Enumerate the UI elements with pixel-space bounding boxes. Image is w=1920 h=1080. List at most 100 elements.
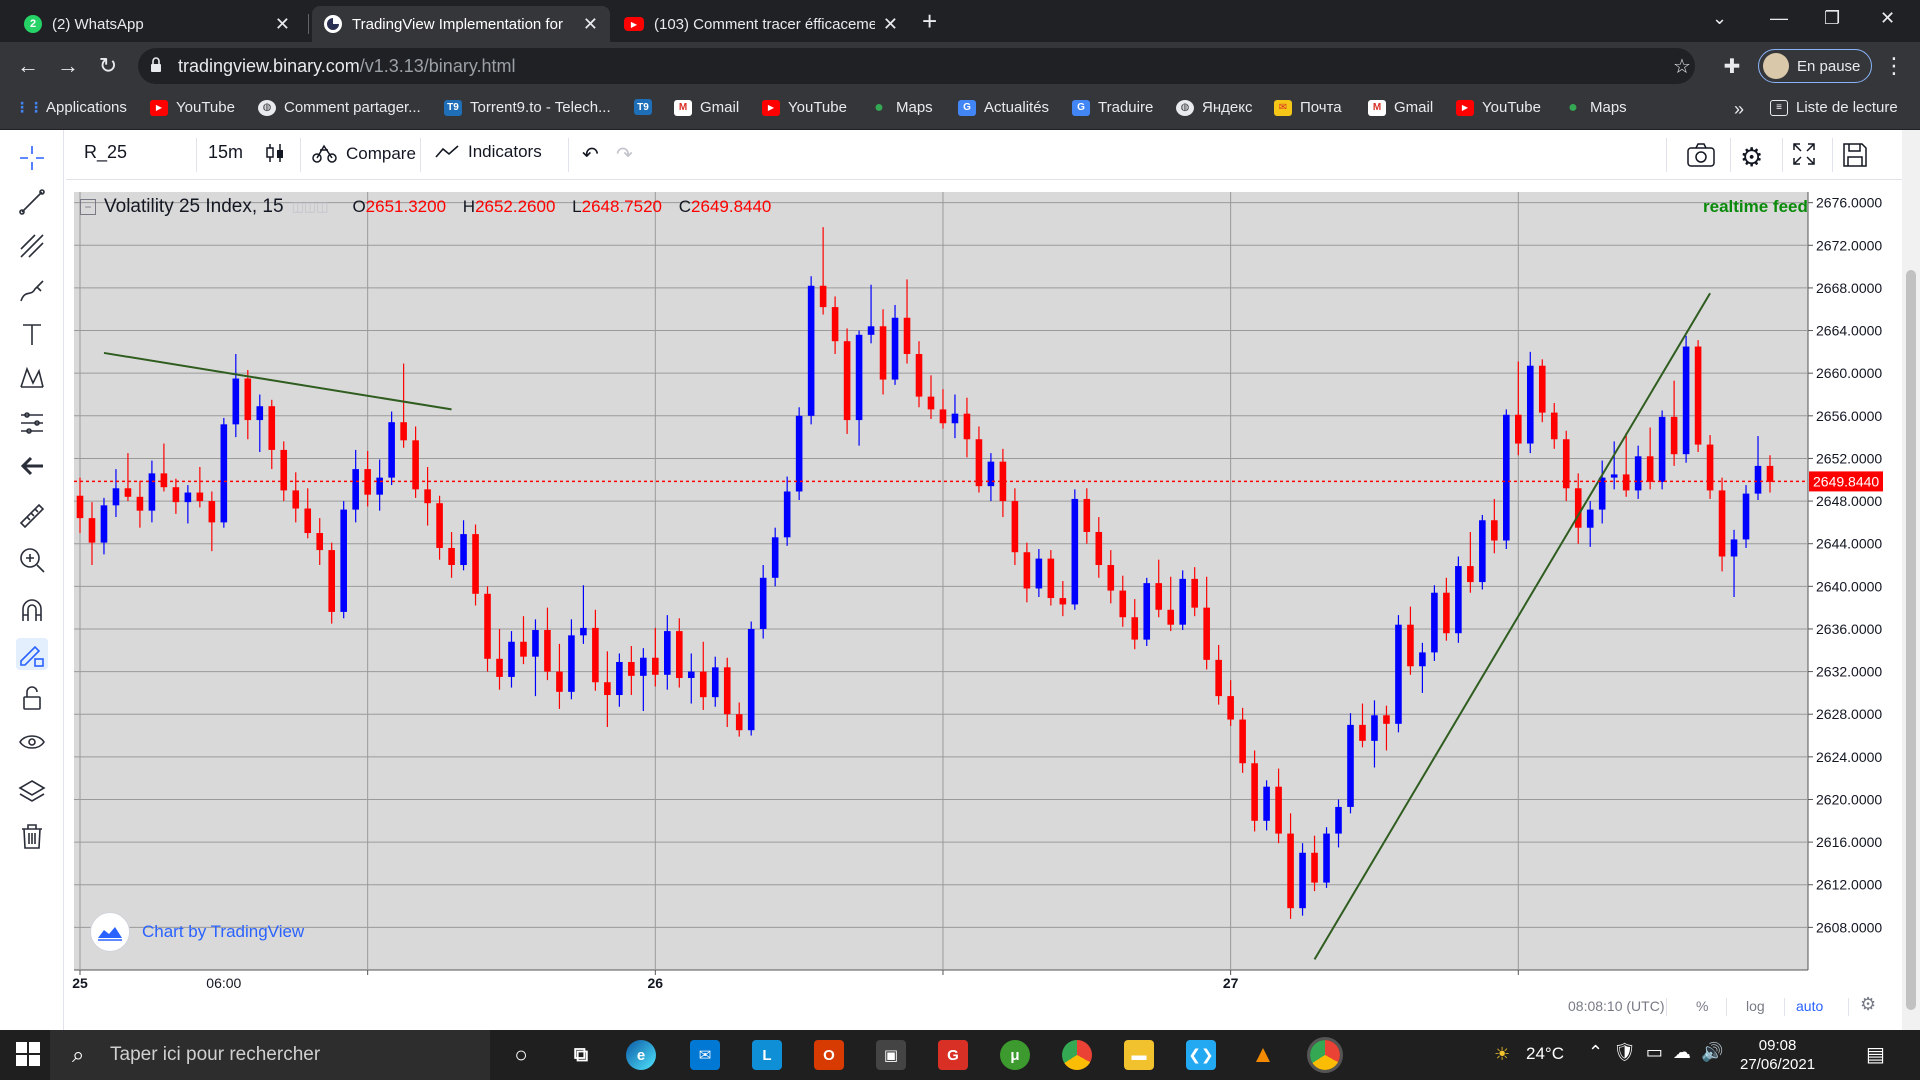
fib-tool-icon[interactable] <box>16 230 48 262</box>
candle-body <box>831 307 839 342</box>
weather-icon[interactable]: ☀ <box>1494 1044 1511 1064</box>
bookmark-traduire[interactable]: G Traduire <box>1072 99 1153 116</box>
ruler-icon[interactable] <box>16 500 48 532</box>
magnet-icon[interactable] <box>16 594 48 626</box>
last-price-badge <box>1809 471 1883 492</box>
vscode-icon[interactable]: ❮❯ <box>1186 1040 1216 1070</box>
bookmarks-overflow-button[interactable]: » <box>1734 99 1745 119</box>
bookmark-youtube-3[interactable]: ▶ YouTube <box>1456 99 1541 116</box>
settings-gear-icon[interactable]: ⚙ <box>1740 142 1764 172</box>
back-arrow-icon[interactable] <box>16 450 48 482</box>
utorrent-icon[interactable]: μ <box>1000 1040 1030 1070</box>
scale-settings-icon[interactable]: ⚙ <box>1860 994 1877 1014</box>
bookmark-actualites[interactable]: G Actualités <box>958 99 1049 116</box>
log-scale-button[interactable]: log <box>1746 998 1765 1014</box>
bookmark-star-icon[interactable]: ☆ <box>1673 55 1691 78</box>
symbol-input[interactable]: R_25 <box>84 142 128 162</box>
extensions-icon[interactable]: ✚ <box>1723 55 1741 78</box>
back-button[interactable]: ← <box>17 53 39 78</box>
notifications-icon[interactable]: ▤ <box>1866 1044 1885 1066</box>
chrome-menu-icon[interactable]: ⋮ <box>1883 53 1905 78</box>
trendline-tool-icon[interactable] <box>16 186 48 218</box>
fullscreen-icon[interactable] <box>1792 142 1816 166</box>
tab-tradingview[interactable]: TradingView Implementation for ✕ <box>312 6 610 42</box>
zoom-in-icon[interactable] <box>16 544 48 576</box>
bookmark-yandex[interactable]: ◍ Яндекс <box>1176 99 1252 116</box>
lock-icon[interactable] <box>150 57 162 73</box>
percent-scale-button[interactable]: % <box>1696 998 1709 1014</box>
forward-button[interactable]: → <box>57 53 79 78</box>
eye-icon[interactable] <box>16 726 48 758</box>
candlestick-chart[interactable]: 2676.0000 2672.0000 2668.0000 2664.0000 2660… <box>66 180 1902 1030</box>
bookmark-youtube-2[interactable]: ▶ YouTube <box>762 99 847 116</box>
auto-scale-button[interactable]: auto <box>1796 998 1824 1014</box>
bookmark-gmail-2[interactable]: M Gmail <box>1368 99 1433 116</box>
bookmark-pochta[interactable]: ✉ Почта <box>1274 99 1342 116</box>
task-view-icon[interactable]: ⧉ <box>573 1043 589 1066</box>
close-tab-icon[interactable]: ✕ <box>274 13 290 34</box>
legend-settings-icon[interactable]: ◫◫◫ <box>291 199 329 214</box>
brush-tool-icon[interactable] <box>16 274 48 306</box>
store-icon[interactable]: ▣ <box>876 1040 906 1070</box>
camera-icon[interactable] <box>1686 142 1716 168</box>
office-icon[interactable]: O <box>814 1040 844 1070</box>
chrome-active-icon[interactable] <box>1307 1037 1343 1073</box>
taskbar-clock[interactable]: 09:08 27/06/2021 <box>1740 1037 1816 1073</box>
reload-button[interactable]: ↻ <box>98 53 118 78</box>
pattern-tool-icon[interactable] <box>16 362 48 394</box>
reading-list-button[interactable]: ≡ Liste de lecture <box>1770 99 1898 116</box>
bookmark-torrent9-2[interactable]: T9 <box>634 99 660 115</box>
gmail-taskbar-icon[interactable]: G <box>938 1040 968 1070</box>
file-explorer-icon[interactable]: ▬ <box>1124 1040 1154 1070</box>
profile-button[interactable]: En pause <box>1758 49 1872 83</box>
chrome-icon[interactable] <box>1062 1040 1092 1070</box>
close-window-button[interactable]: ✕ <box>1880 8 1896 28</box>
tradingview-watermark[interactable]: Chart by TradingView <box>90 912 304 952</box>
candle-body <box>939 409 947 424</box>
scrollbar-thumb[interactable] <box>1906 270 1916 1010</box>
stay-in-drawing-mode-icon[interactable] <box>16 638 48 670</box>
bookmark-applications[interactable]: ⋮⋮ Applications <box>15 99 127 116</box>
system-tray-icons[interactable]: ⌃🛡▭☁🔊 <box>1588 1042 1734 1062</box>
cortana-icon[interactable]: ○ <box>514 1042 528 1067</box>
undo-icon[interactable]: ↶ <box>582 144 599 166</box>
windows-start-icon[interactable] <box>16 1042 40 1071</box>
chart-style-button[interactable] <box>264 142 286 164</box>
crosshair-icon[interactable] <box>16 142 48 174</box>
collapse-legend-icon[interactable]: − <box>80 199 96 215</box>
text-tool-icon[interactable] <box>16 318 48 350</box>
new-tab-button[interactable]: + <box>922 6 938 36</box>
tab-youtube[interactable]: ▶ (103) Comment tracer éfficaceme ✕ <box>612 6 910 42</box>
save-icon[interactable] <box>1842 142 1868 168</box>
interval-button[interactable]: 15m <box>208 142 244 162</box>
tab-search-icon[interactable]: ⌄ <box>1712 8 1728 28</box>
compare-button[interactable]: Compare <box>310 142 416 166</box>
minimize-button[interactable]: — <box>1770 8 1788 28</box>
bookmark-comment-partager[interactable]: ◍ Comment partager... <box>258 99 421 116</box>
trash-icon[interactable] <box>16 820 48 852</box>
redo-icon[interactable]: ↷ <box>616 144 633 166</box>
close-tab-icon[interactable]: ✕ <box>582 13 598 34</box>
bookmark-gmail[interactable]: M Gmail <box>674 99 739 116</box>
weather-temp[interactable]: 24°C <box>1526 1044 1564 1063</box>
maximize-button[interactable]: ❐ <box>1824 8 1841 28</box>
layers-icon[interactable] <box>16 776 48 808</box>
bookmark-youtube[interactable]: ▶ YouTube <box>150 99 235 116</box>
bookmark-torrent9[interactable]: T9 Torrent9.to - Telech... <box>444 99 611 116</box>
vlc-icon[interactable]: ▲ <box>1251 1041 1275 1068</box>
chart-area[interactable]: 2676.0000 2672.0000 2668.0000 2664.0000 2660… <box>66 180 1902 1030</box>
bookmark-maps-2[interactable]: ● Maps <box>1564 99 1627 117</box>
close-tab-icon[interactable]: ✕ <box>882 13 898 34</box>
prediction-tool-icon[interactable] <box>16 406 48 438</box>
edge-icon[interactable]: e <box>626 1040 656 1070</box>
page-scrollbar[interactable] <box>1902 130 1920 1030</box>
lock-drawings-icon[interactable] <box>16 682 48 714</box>
url-bar[interactable]: tradingview.binary.com/v1.3.13/binary.ht… <box>138 48 1695 84</box>
app-l-icon[interactable]: L <box>752 1040 782 1070</box>
bookmark-maps[interactable]: ● Maps <box>870 99 933 117</box>
tab-whatsapp[interactable]: 2 (2) WhatsApp ✕ <box>12 6 302 42</box>
candle-body <box>328 550 335 612</box>
taskbar-search-input[interactable]: Taper ici pour rechercher <box>50 1030 490 1080</box>
mail-icon[interactable]: ✉ <box>690 1040 720 1070</box>
indicators-button[interactable]: Indicators <box>434 142 542 162</box>
